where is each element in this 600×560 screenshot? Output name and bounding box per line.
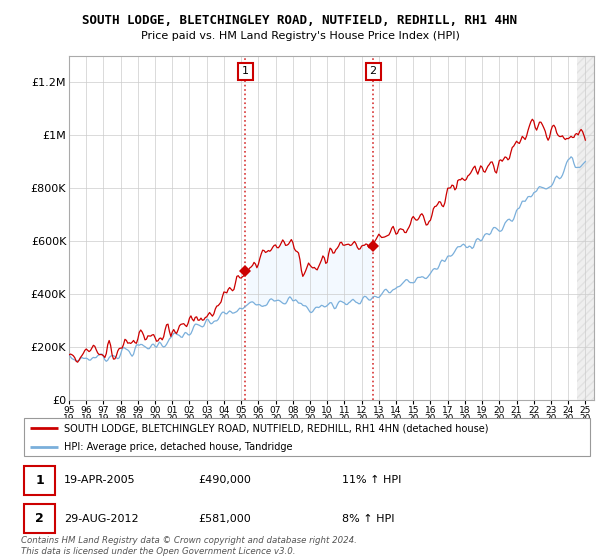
Text: 1: 1 <box>242 67 249 77</box>
Text: 1: 1 <box>35 474 44 487</box>
Text: SOUTH LODGE, BLETCHINGLEY ROAD, NUTFIELD, REDHILL, RH1 4HN: SOUTH LODGE, BLETCHINGLEY ROAD, NUTFIELD… <box>83 14 517 27</box>
FancyBboxPatch shape <box>24 418 590 456</box>
FancyBboxPatch shape <box>24 466 55 494</box>
Text: 2: 2 <box>370 67 377 77</box>
Text: 11% ↑ HPI: 11% ↑ HPI <box>342 475 401 485</box>
Text: 29-AUG-2012: 29-AUG-2012 <box>64 514 139 524</box>
Text: HPI: Average price, detached house, Tandridge: HPI: Average price, detached house, Tand… <box>64 442 292 451</box>
Text: 19-APR-2005: 19-APR-2005 <box>64 475 136 485</box>
Text: Contains HM Land Registry data © Crown copyright and database right 2024.
This d: Contains HM Land Registry data © Crown c… <box>21 536 357 556</box>
FancyBboxPatch shape <box>24 505 55 533</box>
Text: 8% ↑ HPI: 8% ↑ HPI <box>342 514 394 524</box>
Text: Price paid vs. HM Land Registry's House Price Index (HPI): Price paid vs. HM Land Registry's House … <box>140 31 460 41</box>
Text: SOUTH LODGE, BLETCHINGLEY ROAD, NUTFIELD, REDHILL, RH1 4HN (detached house): SOUTH LODGE, BLETCHINGLEY ROAD, NUTFIELD… <box>64 423 488 433</box>
Text: 2: 2 <box>35 512 44 525</box>
Text: £581,000: £581,000 <box>199 514 251 524</box>
Text: £490,000: £490,000 <box>199 475 251 485</box>
Bar <box>577 56 594 400</box>
